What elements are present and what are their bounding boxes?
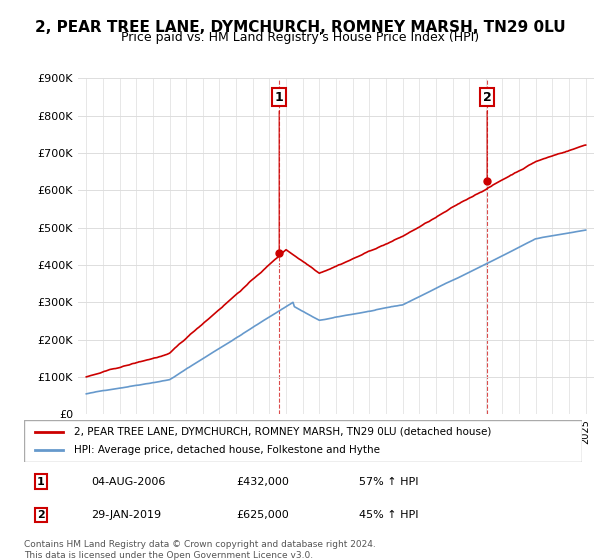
Text: 29-JAN-2019: 29-JAN-2019: [91, 510, 161, 520]
Text: 04-AUG-2006: 04-AUG-2006: [91, 477, 166, 487]
Text: HPI: Average price, detached house, Folkestone and Hythe: HPI: Average price, detached house, Folk…: [74, 445, 380, 455]
Text: £432,000: £432,000: [236, 477, 289, 487]
Text: 2, PEAR TREE LANE, DYMCHURCH, ROMNEY MARSH, TN29 0LU (detached house): 2, PEAR TREE LANE, DYMCHURCH, ROMNEY MAR…: [74, 427, 491, 437]
Text: 45% ↑ HPI: 45% ↑ HPI: [359, 510, 418, 520]
Text: 1: 1: [275, 91, 284, 104]
Text: 2, PEAR TREE LANE, DYMCHURCH, ROMNEY MARSH, TN29 0LU: 2, PEAR TREE LANE, DYMCHURCH, ROMNEY MAR…: [35, 20, 565, 35]
Text: 2: 2: [483, 91, 491, 104]
Text: Contains HM Land Registry data © Crown copyright and database right 2024.
This d: Contains HM Land Registry data © Crown c…: [24, 540, 376, 560]
Text: £625,000: £625,000: [236, 510, 289, 520]
Text: 2: 2: [37, 510, 44, 520]
Text: 1: 1: [37, 477, 44, 487]
Text: Price paid vs. HM Land Registry's House Price Index (HPI): Price paid vs. HM Land Registry's House …: [121, 31, 479, 44]
Text: 57% ↑ HPI: 57% ↑ HPI: [359, 477, 418, 487]
FancyBboxPatch shape: [24, 420, 582, 462]
